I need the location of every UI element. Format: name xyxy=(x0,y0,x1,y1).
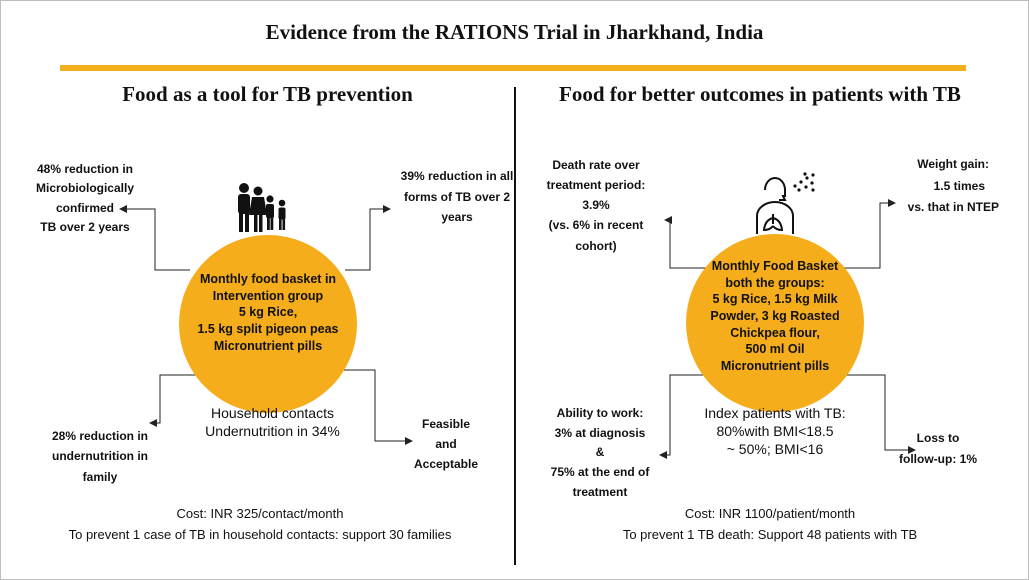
left-circle-line: 5 kg Rice, xyxy=(238,305,298,320)
connector-left-bottom-left xyxy=(149,374,205,427)
note-line: and xyxy=(435,437,457,452)
note-line: 3% at diagnosis xyxy=(554,425,646,440)
footer-line: Cost: INR 1100/patient/month xyxy=(684,506,856,521)
right-bottom-right-note: Loss to follow-up: 1% xyxy=(888,428,988,469)
note-line: 48% reduction in xyxy=(36,162,134,176)
connector-left-bottom-right xyxy=(330,369,413,445)
note-line: family xyxy=(82,469,118,484)
patients-line: Index patients with TB: xyxy=(704,405,846,421)
left-circle-line: Monthly food basket in xyxy=(199,272,337,286)
left-circle-line: 1.5 kg split pigeon peas xyxy=(197,321,339,336)
note-line: years xyxy=(441,210,473,225)
right-circle-line: Chickpea flour, xyxy=(730,325,820,340)
note-line: treatment period: xyxy=(546,178,646,193)
slide-title: Evidence from the RATIONS Trial in Jhark… xyxy=(265,20,764,44)
right-footer: Cost: INR 1100/patient/month To prevent … xyxy=(540,504,1000,546)
connector-right-top-left xyxy=(664,216,715,269)
footer-line: To prevent 1 TB death: Support 48 patien… xyxy=(622,526,918,542)
right-top-left-note: Death rate over treatment period: 3.9% (… xyxy=(532,155,660,256)
right-top-right-note: Weight gain: 1.5 times vs. that in NTEP xyxy=(888,154,1013,219)
left-circle-text: Monthly food basket in Intervention grou… xyxy=(180,271,356,354)
lungs-patient-icon xyxy=(756,172,815,234)
center-divider xyxy=(514,87,516,565)
connector-right-top-right xyxy=(840,199,896,269)
index-patients-text: Index patients with TB: 80%with BMI<18.5… xyxy=(680,404,870,459)
footer-line: Cost: INR 325/contact/month xyxy=(176,506,344,521)
note-line: & xyxy=(595,445,605,460)
connector-left-top-right xyxy=(345,205,391,271)
note-line: 75% at the end of xyxy=(550,465,650,480)
note-line: 28% reduction in xyxy=(51,429,149,443)
note-line: Death rate over xyxy=(552,158,640,172)
connector-right-bottom-left xyxy=(659,374,720,459)
right-circle-line: 5 kg Rice, 1.5 kg Milk xyxy=(712,292,838,307)
patients-line: ~ 50%; BMI<16 xyxy=(726,441,824,458)
right-circle-line: Monthly Food Basket xyxy=(711,259,839,273)
left-top-right-note: 39% reduction in all forms of TB over 2 … xyxy=(388,166,526,228)
left-footer: Cost: INR 325/contact/month To prevent 1… xyxy=(20,504,500,546)
note-line: Weight gain: xyxy=(917,157,989,171)
note-line: follow-up: 1% xyxy=(899,451,977,466)
right-bottom-left-note: Ability to work: 3% at diagnosis & 75% a… xyxy=(530,404,670,502)
note-line: TB over 2 years xyxy=(40,220,130,235)
footer-line: To prevent 1 case of TB in household con… xyxy=(68,526,452,542)
right-circle-line: both the groups: xyxy=(725,275,825,290)
left-circle-line: Intervention group xyxy=(212,288,324,303)
note-line: treatment xyxy=(572,484,628,499)
left-circle-line: Micronutrient pills xyxy=(213,338,323,353)
household-contacts-text: Household contacts Undernutrition in 34% xyxy=(185,404,360,440)
right-circle-line: 500 ml Oil xyxy=(745,342,805,357)
note-line: Loss to xyxy=(916,431,960,445)
note-line: vs. that in NTEP xyxy=(907,200,999,215)
patients-line: 80%with BMI<18.5 xyxy=(716,423,834,440)
note-line: 39% reduction in all xyxy=(400,169,514,183)
note-line: Ability to work: xyxy=(556,406,644,420)
note-line: Acceptable xyxy=(413,457,479,472)
left-heading: Food as a tool for TB prevention xyxy=(122,82,413,106)
left-bottom-right-note: Feasible and Acceptable xyxy=(396,414,496,474)
left-top-left-note: 48% reduction in Microbiologically confi… xyxy=(10,160,160,238)
contacts-line: Household contacts xyxy=(211,405,334,421)
note-line: confirmed xyxy=(55,200,114,215)
right-circle-text: Monthly Food Basket both the groups: 5 k… xyxy=(687,258,863,374)
note-line: Microbiologically xyxy=(35,181,134,196)
note-line: (vs. 6% in recent xyxy=(548,218,644,233)
right-circle-line: Powder, 3 kg Roasted xyxy=(710,308,840,323)
title-underline-bar xyxy=(60,65,966,71)
contacts-line: Undernutrition in 34% xyxy=(205,423,340,440)
note-line: forms of TB over 2 xyxy=(403,189,511,204)
note-line: cohort) xyxy=(575,238,617,253)
left-bottom-left-note: 28% reduction in undernutrition in famil… xyxy=(30,426,170,487)
note-line: undernutrition in xyxy=(52,449,148,464)
connector-left-top-left xyxy=(119,205,190,271)
right-circle-line: Micronutrient pills xyxy=(720,358,830,373)
left-food-basket-circle xyxy=(179,235,357,413)
note-line: 3.9% xyxy=(582,198,610,213)
right-heading: Food for better outcomes in patients wit… xyxy=(559,82,961,106)
connector-right-bottom-right xyxy=(840,374,916,454)
right-food-basket-circle xyxy=(686,234,864,412)
family-icon xyxy=(238,183,286,232)
note-line: Feasible xyxy=(421,417,471,431)
note-line: 1.5 times xyxy=(933,178,985,193)
